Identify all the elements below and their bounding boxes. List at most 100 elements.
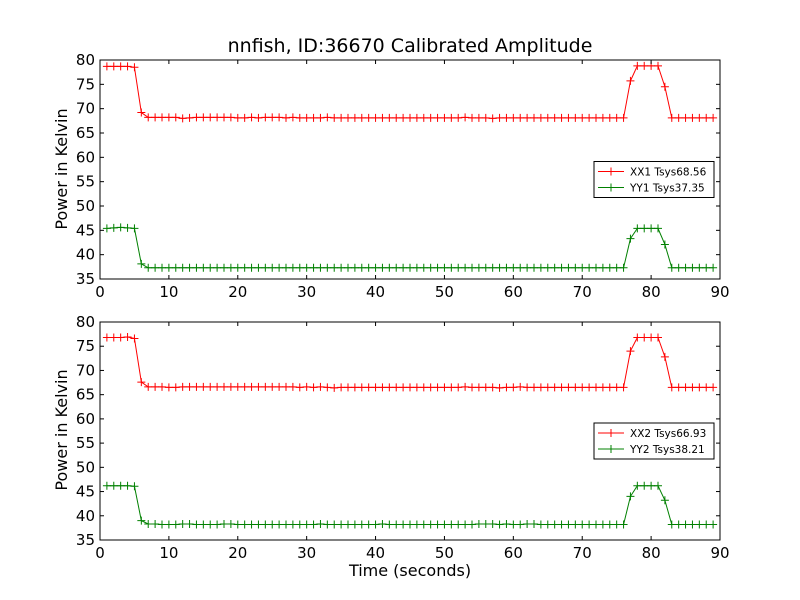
data-point — [240, 263, 249, 272]
data-point — [309, 520, 318, 529]
data-point — [406, 113, 414, 122]
y-tick-label: 45 — [76, 483, 95, 501]
data-point — [543, 520, 552, 529]
data-point — [385, 383, 394, 392]
data-point — [674, 113, 683, 122]
data-point — [674, 263, 683, 272]
data-point — [102, 333, 111, 342]
x-tick-label: 20 — [228, 283, 247, 301]
data-point — [667, 383, 676, 392]
data-point — [185, 382, 194, 391]
data-point — [302, 263, 311, 272]
data-point — [598, 113, 607, 122]
data-point — [399, 263, 408, 272]
data-point — [192, 520, 201, 529]
data-point — [536, 113, 545, 122]
data-point — [364, 263, 373, 272]
data-point — [226, 263, 235, 272]
data-point — [213, 520, 222, 529]
data-point — [137, 516, 146, 525]
data-point — [206, 113, 215, 122]
plot-area-bottom: 0 10 20 30 40 50 60 70 80 90 35 40 45 50 55 60 65 70 75 80 X… — [76, 313, 730, 562]
plot-area-top: 0 10 20 30 40 50 60 70 80 90 35 40 45 50 55 60 65 70 75 80 X… — [76, 51, 730, 301]
data-point — [598, 520, 607, 529]
data-point — [598, 383, 607, 392]
data-point — [688, 113, 697, 122]
data-point — [316, 263, 325, 272]
data-point — [440, 520, 449, 529]
data-point — [592, 113, 600, 122]
data-point — [660, 240, 669, 249]
data-point — [282, 263, 290, 272]
data-point — [309, 383, 318, 392]
data-point — [378, 383, 387, 392]
data-point — [461, 520, 470, 529]
data-point — [295, 263, 304, 272]
data-point — [488, 520, 497, 529]
data-point — [371, 383, 380, 392]
data-point — [530, 383, 538, 392]
data-point — [233, 520, 242, 529]
data-point — [158, 520, 166, 529]
y-tick-label: 55 — [76, 173, 95, 191]
data-point — [323, 263, 332, 272]
data-point — [454, 113, 463, 122]
data-point — [178, 263, 187, 272]
data-point — [440, 263, 449, 272]
x-tick-label: 50 — [435, 283, 454, 301]
data-point — [282, 520, 290, 529]
data-point — [468, 383, 476, 392]
data-point — [488, 263, 497, 272]
data-point — [647, 224, 656, 233]
data-point — [350, 263, 359, 272]
data-point — [543, 263, 552, 272]
data-point — [275, 263, 284, 272]
data-point — [130, 482, 139, 491]
data-point — [206, 263, 215, 272]
x-tick-label: 10 — [159, 544, 178, 562]
data-point — [433, 383, 442, 392]
data-point — [557, 263, 566, 272]
data-point — [426, 383, 435, 392]
data-point — [674, 383, 683, 392]
data-point — [109, 481, 118, 490]
data-point — [337, 383, 346, 392]
data-point — [102, 481, 111, 490]
y-tick-label: 35 — [76, 270, 95, 288]
data-point — [702, 383, 711, 392]
data-point — [199, 113, 208, 122]
legend-marker — [607, 445, 615, 453]
data-point — [226, 113, 235, 122]
data-point — [144, 382, 153, 391]
data-point — [702, 113, 711, 122]
data-point — [509, 383, 518, 392]
data-point — [275, 113, 284, 122]
data-point — [419, 520, 428, 529]
y-tick-label: 75 — [76, 75, 95, 93]
data-point — [419, 383, 428, 392]
data-point — [433, 520, 442, 529]
data-point — [433, 263, 442, 272]
data-point — [660, 352, 669, 361]
y-tick-label: 60 — [76, 148, 95, 166]
x-tick-label: 40 — [366, 283, 385, 301]
data-point — [316, 113, 325, 122]
x-tick-label: 70 — [573, 283, 592, 301]
y-tick-label: 65 — [76, 386, 95, 404]
data-point — [419, 263, 428, 272]
data-point — [426, 520, 435, 529]
legend-marker — [607, 183, 615, 192]
data-point — [571, 113, 580, 122]
data-point — [447, 383, 456, 392]
data-point — [254, 113, 263, 122]
data-point — [254, 520, 263, 529]
data-point — [337, 113, 346, 122]
data-point — [440, 383, 449, 392]
data-point — [399, 113, 408, 122]
data-point — [495, 113, 504, 122]
data-point — [640, 481, 649, 490]
data-point — [213, 263, 222, 272]
legend-marker — [607, 429, 615, 437]
data-point — [344, 113, 352, 122]
